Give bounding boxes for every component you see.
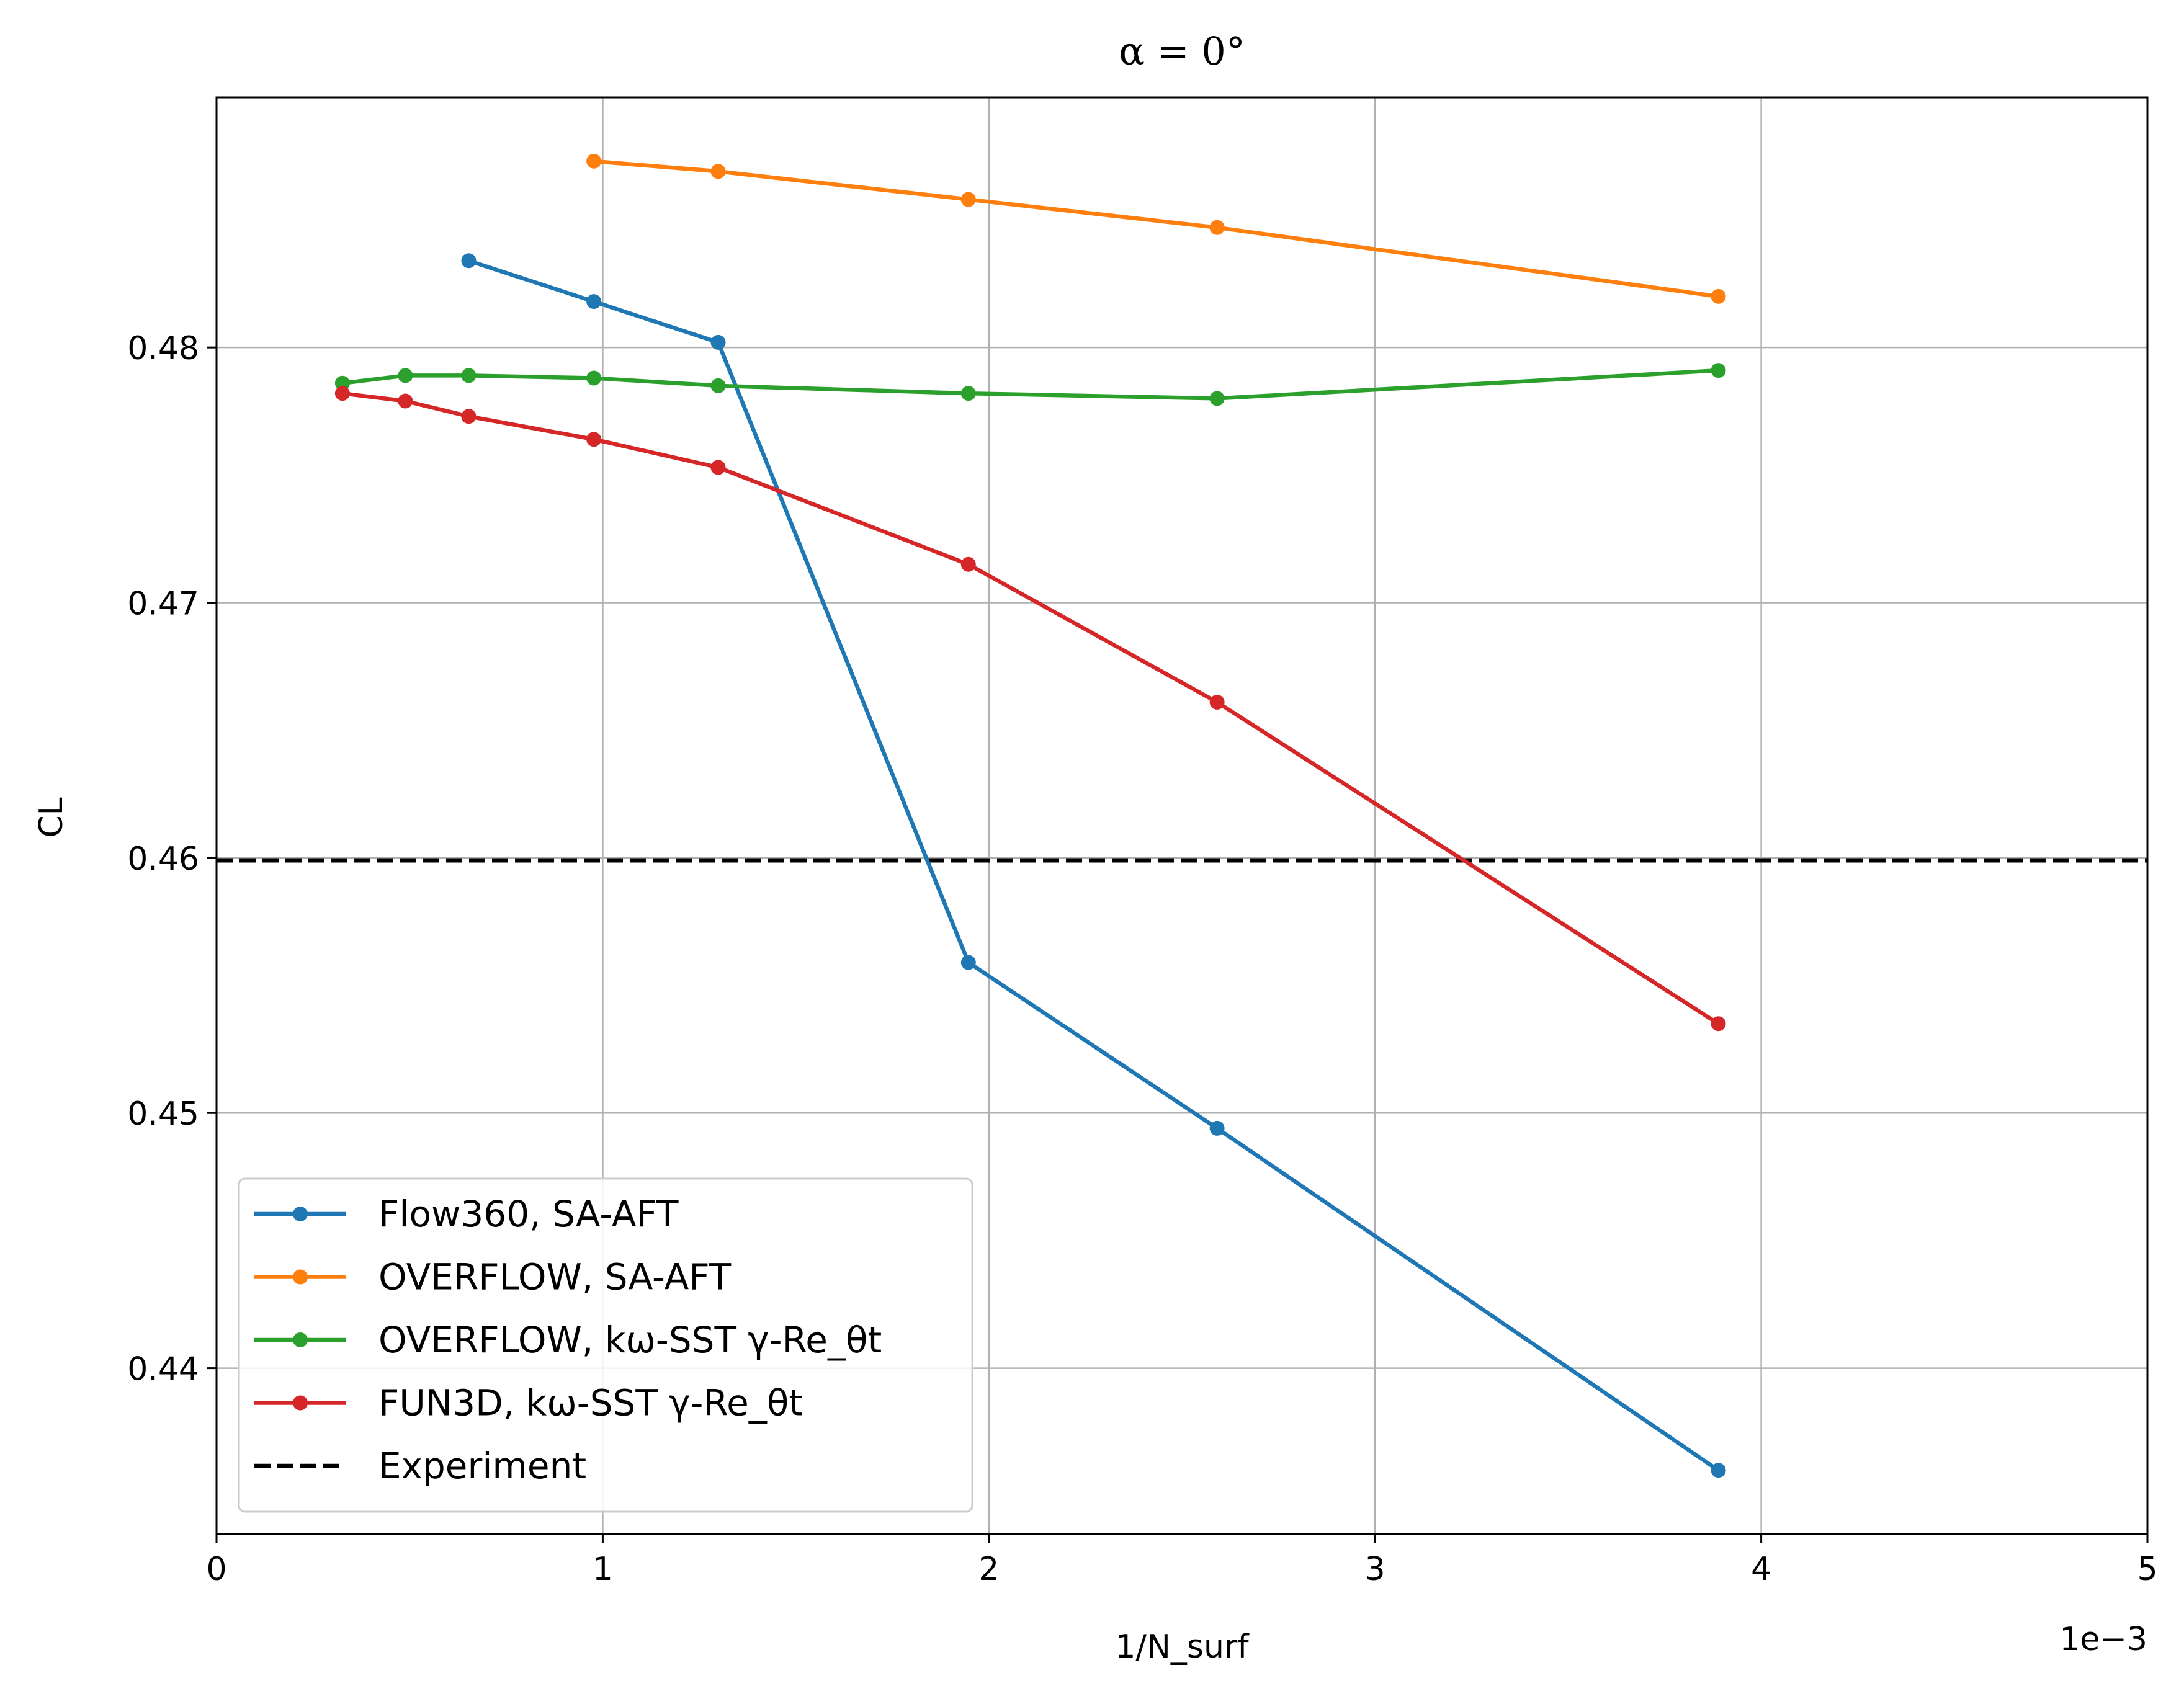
data-point [586, 370, 602, 386]
x-tick-label: 4 [1751, 1551, 1771, 1588]
grid [217, 97, 2147, 1534]
legend-box [238, 1177, 973, 1513]
plot-frame [215, 96, 2149, 1535]
data-point [1209, 220, 1225, 235]
data-point [461, 409, 477, 424]
data-point [1711, 288, 1726, 304]
legend-marker-3 [293, 1395, 308, 1411]
x-tick-label: 3 [1365, 1551, 1385, 1588]
data-point [334, 375, 350, 391]
x-tick-label: 2 [978, 1551, 999, 1588]
data-point [1209, 694, 1225, 710]
x-tick-label: 0 [206, 1551, 226, 1588]
data-point [586, 153, 602, 169]
data-point [960, 386, 976, 401]
legend: Flow360, SA-AFT OVERFLOW, SA-AFT OVERFLOW,… [238, 1177, 973, 1513]
legend-marker-2 [293, 1332, 308, 1347]
data-point [398, 368, 413, 383]
y-tick-label: 0.48 [127, 330, 199, 367]
data-point [1209, 391, 1225, 406]
data-point [461, 253, 477, 269]
series-group [334, 153, 1726, 1478]
legend-marker-0 [293, 1207, 308, 1221]
data-point [960, 955, 976, 970]
legend-label-2: OVERFLOW, kω-SST γ-Re_θt [378, 1319, 882, 1361]
series-line-2 [342, 368, 1719, 401]
data-point [710, 378, 726, 393]
legend-entries: Flow360, SA-AFT OVERFLOW, SA-AFT OVERFLOW,… [254, 1193, 882, 1487]
x-tick-label: 1 [593, 1551, 613, 1588]
legend-label-0: Flow360, SA-AFT [378, 1193, 679, 1235]
x-ticks: 0 1 2 3 4 5 [206, 1534, 2158, 1588]
data-point [960, 556, 976, 572]
x-tick-label: 5 [2137, 1551, 2157, 1588]
data-point [710, 164, 726, 179]
legend-label-3: FUN3D, kω-SST γ-Re_θt [378, 1382, 803, 1424]
legend-marker-1 [293, 1269, 308, 1285]
series-line-3 [342, 391, 1720, 1026]
data-point [960, 192, 976, 207]
data-point [398, 393, 413, 409]
chart-title: α = 0° [1119, 29, 1245, 74]
data-point [461, 368, 477, 383]
data-point [334, 386, 350, 401]
y-tick-label: 0.46 [127, 841, 199, 878]
legend-label-1: OVERFLOW, SA-AFT [378, 1256, 732, 1298]
y-tick-label: 0.47 [127, 586, 199, 623]
series-line-0 [468, 259, 1720, 1472]
data-point [1711, 1463, 1726, 1478]
y-axis-label: CL [33, 797, 70, 837]
y-tick-label: 0.45 [127, 1095, 199, 1133]
y-tick-label: 0.44 [127, 1351, 199, 1388]
data-point [710, 460, 726, 475]
legend-label-4: Experiment [378, 1445, 586, 1487]
y-ticks: 0.44 0.45 0.46 0.47 0.48 [127, 330, 217, 1388]
x-axis-label: 1/N_surf [1115, 1628, 1250, 1666]
data-point [1711, 1016, 1726, 1032]
data-point [1711, 363, 1726, 378]
data-point [710, 334, 726, 350]
data-point [1209, 1120, 1225, 1136]
data-point [586, 432, 602, 447]
data-point [586, 294, 602, 310]
x-axis-multiplier: 1e−3 [2059, 1621, 2147, 1658]
